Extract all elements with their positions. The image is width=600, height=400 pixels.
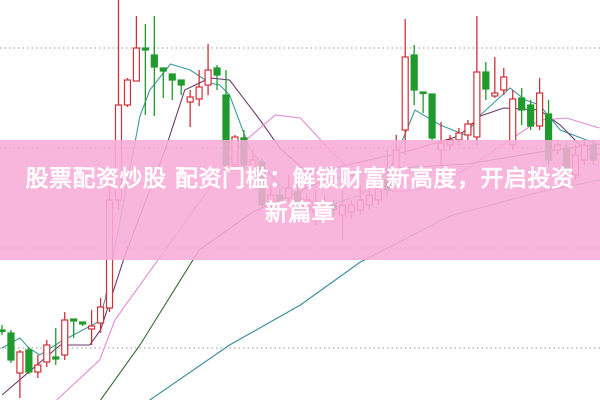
candle-body bbox=[419, 91, 427, 95]
candle-down bbox=[482, 62, 490, 100]
candle-up bbox=[464, 120, 472, 140]
candle-body bbox=[79, 321, 87, 325]
candle-body bbox=[52, 356, 60, 360]
candle-body bbox=[473, 71, 481, 138]
candle-body bbox=[43, 344, 51, 363]
candle-up bbox=[96, 298, 105, 333]
candle-down bbox=[25, 347, 33, 374]
candle-up bbox=[491, 57, 499, 98]
candle-down bbox=[168, 73, 176, 100]
candle-body bbox=[518, 97, 526, 111]
candle-body bbox=[500, 76, 508, 91]
candle-body bbox=[535, 92, 544, 127]
candle-up bbox=[16, 350, 24, 398]
candle-body bbox=[213, 67, 221, 76]
candle-up bbox=[34, 355, 42, 378]
candle-up bbox=[535, 78, 544, 130]
candle-up bbox=[87, 310, 96, 345]
candle-body bbox=[0, 329, 6, 333]
candle-down bbox=[527, 100, 535, 130]
candle-body bbox=[204, 69, 212, 86]
candle-body bbox=[159, 67, 167, 72]
candle-body bbox=[401, 56, 409, 131]
candle-body bbox=[34, 364, 42, 373]
candle-up bbox=[186, 90, 194, 127]
candle-down bbox=[141, 24, 149, 115]
headline: 股票配资炒股 配资门槛：解锁财富新高度，开启投资新篇章 bbox=[0, 162, 600, 230]
candle-down bbox=[518, 88, 526, 125]
candle-down bbox=[177, 79, 185, 95]
candle-body bbox=[509, 98, 517, 146]
candle-body bbox=[123, 79, 132, 106]
candle-up bbox=[132, 16, 140, 82]
candle-body bbox=[410, 54, 418, 91]
candle-body bbox=[141, 47, 149, 51]
candle-body bbox=[464, 123, 472, 136]
candle-body bbox=[527, 104, 535, 127]
candle-down bbox=[7, 330, 15, 363]
headline-text: 股票配资炒股 配资门槛：解锁财富新高度，开启投资新篇章 bbox=[25, 166, 575, 226]
candle-body bbox=[16, 351, 24, 374]
candle-down bbox=[70, 318, 78, 338]
candle-down bbox=[159, 67, 167, 98]
candle-body bbox=[455, 132, 463, 141]
candle-body bbox=[7, 332, 15, 361]
candle-body bbox=[70, 318, 78, 322]
candle-down bbox=[419, 91, 427, 113]
candle-body bbox=[96, 306, 105, 324]
candle-body bbox=[87, 325, 96, 330]
candle-down bbox=[213, 65, 221, 90]
candle-body bbox=[177, 79, 185, 86]
candle-down bbox=[52, 328, 60, 365]
candle-up bbox=[43, 340, 51, 367]
candle-up bbox=[401, 19, 409, 155]
candle-up bbox=[61, 312, 69, 360]
candle-down bbox=[0, 325, 6, 335]
candle-body bbox=[25, 349, 33, 373]
headline-banner bbox=[0, 140, 600, 260]
candle-body bbox=[150, 54, 158, 68]
candle-up bbox=[500, 68, 508, 95]
candle-down bbox=[150, 16, 158, 116]
candle-body bbox=[482, 71, 490, 90]
candle-body bbox=[195, 86, 203, 100]
candle-down bbox=[79, 321, 87, 326]
candle-up bbox=[473, 16, 481, 145]
candle-down bbox=[410, 45, 418, 105]
candle-body bbox=[168, 73, 176, 81]
candle-up bbox=[123, 78, 132, 107]
candle-body bbox=[491, 92, 499, 97]
candle-up bbox=[204, 44, 212, 95]
candle-body bbox=[132, 47, 140, 82]
candle-body bbox=[61, 319, 69, 356]
candle-up bbox=[195, 70, 203, 106]
candle-body bbox=[428, 93, 436, 139]
candle-body bbox=[186, 96, 194, 103]
candle-down bbox=[428, 93, 436, 140]
